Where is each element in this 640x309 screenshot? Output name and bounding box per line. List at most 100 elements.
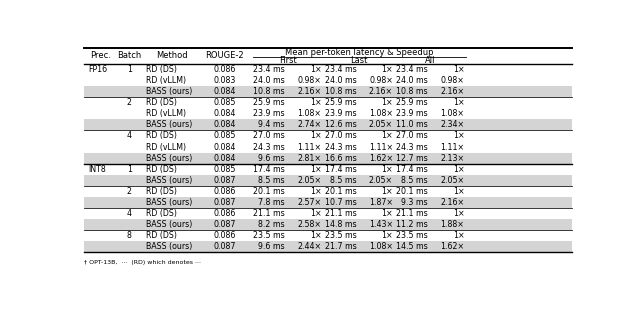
Text: 9.3 ms: 9.3 ms — [401, 198, 428, 207]
Text: 2.05×: 2.05× — [369, 121, 393, 129]
Text: 0.084: 0.084 — [214, 87, 236, 96]
Text: 24.0 ms: 24.0 ms — [253, 76, 285, 85]
Text: 1×: 1× — [452, 231, 465, 240]
Text: 0.086: 0.086 — [214, 231, 236, 240]
Text: 0.98×: 0.98× — [440, 76, 465, 85]
Text: BASS (ours): BASS (ours) — [147, 198, 193, 207]
Text: 17.4 ms: 17.4 ms — [396, 165, 428, 174]
Text: 4: 4 — [127, 209, 132, 218]
Text: 24.3 ms: 24.3 ms — [396, 142, 428, 152]
Text: 2.13×: 2.13× — [440, 154, 465, 163]
Text: 4: 4 — [127, 132, 132, 141]
Text: 1.43×: 1.43× — [369, 220, 393, 229]
Text: All: All — [426, 56, 436, 65]
Text: 7.8 ms: 7.8 ms — [258, 198, 285, 207]
Text: 1×: 1× — [310, 209, 321, 218]
Text: 27.0 ms: 27.0 ms — [253, 132, 285, 141]
Text: 0.98×: 0.98× — [369, 76, 393, 85]
Text: 23.5 ms: 23.5 ms — [324, 231, 356, 240]
Text: 14.8 ms: 14.8 ms — [324, 220, 356, 229]
Text: 25.9 ms: 25.9 ms — [396, 98, 428, 107]
Text: 14.5 ms: 14.5 ms — [396, 243, 428, 252]
Text: 1.62×: 1.62× — [369, 154, 393, 163]
Text: RD (DS): RD (DS) — [147, 98, 177, 107]
Text: 12.6 ms: 12.6 ms — [324, 121, 356, 129]
Text: 11.2 ms: 11.2 ms — [396, 220, 428, 229]
Text: 0.086: 0.086 — [214, 187, 236, 196]
Text: 1.62×: 1.62× — [440, 243, 465, 252]
Text: RD (DS): RD (DS) — [147, 231, 177, 240]
Text: 1×: 1× — [452, 65, 465, 74]
Text: 2.57×: 2.57× — [298, 198, 321, 207]
Text: 1.88×: 1.88× — [440, 220, 465, 229]
Text: BASS (ours): BASS (ours) — [147, 154, 193, 163]
Text: 23.9 ms: 23.9 ms — [253, 109, 285, 118]
Text: 1×: 1× — [310, 132, 321, 141]
Text: 0.98×: 0.98× — [298, 76, 321, 85]
Text: Last: Last — [351, 56, 368, 65]
Text: 0.085: 0.085 — [214, 98, 236, 107]
Text: 23.5 ms: 23.5 ms — [253, 231, 285, 240]
Text: RD (vLLM): RD (vLLM) — [147, 76, 186, 85]
Text: RD (vLLM): RD (vLLM) — [147, 142, 186, 152]
Text: BASS (ours): BASS (ours) — [147, 220, 193, 229]
Text: BASS (ours): BASS (ours) — [147, 121, 193, 129]
Bar — [84, 241, 572, 252]
Text: 1: 1 — [127, 165, 132, 174]
Text: 0.083: 0.083 — [214, 76, 236, 85]
Text: 20.1 ms: 20.1 ms — [324, 187, 356, 196]
Text: 1.87×: 1.87× — [369, 198, 393, 207]
Text: 0.087: 0.087 — [214, 198, 236, 207]
Text: 1.11×: 1.11× — [298, 142, 321, 152]
Text: 1×: 1× — [310, 65, 321, 74]
Text: 21.1 ms: 21.1 ms — [324, 209, 356, 218]
Text: 0.086: 0.086 — [214, 209, 236, 218]
Text: 8.5 ms: 8.5 ms — [330, 176, 356, 185]
Text: 2.81×: 2.81× — [298, 154, 321, 163]
Text: 1×: 1× — [381, 132, 393, 141]
Text: 9.4 ms: 9.4 ms — [258, 121, 285, 129]
Text: 0.087: 0.087 — [214, 176, 236, 185]
Text: 1.08×: 1.08× — [440, 109, 465, 118]
Text: 2.05×: 2.05× — [369, 176, 393, 185]
Text: RD (DS): RD (DS) — [147, 165, 177, 174]
Text: INT8: INT8 — [88, 165, 106, 174]
Text: 2.74×: 2.74× — [298, 121, 321, 129]
Text: 1×: 1× — [381, 187, 393, 196]
Text: 8.5 ms: 8.5 ms — [258, 176, 285, 185]
Text: 17.4 ms: 17.4 ms — [324, 165, 356, 174]
Text: 1.08×: 1.08× — [369, 243, 393, 252]
Text: † OPT-13B,  ···  (RD) which denotes ···: † OPT-13B, ··· (RD) which denotes ··· — [84, 260, 201, 265]
Text: 21.1 ms: 21.1 ms — [253, 209, 285, 218]
Text: 1×: 1× — [381, 231, 393, 240]
Text: 20.1 ms: 20.1 ms — [253, 187, 285, 196]
Text: Batch: Batch — [117, 51, 141, 60]
Text: 0.086: 0.086 — [214, 65, 236, 74]
Text: RD (vLLM): RD (vLLM) — [147, 109, 186, 118]
Text: Method: Method — [156, 51, 188, 60]
Text: 17.4 ms: 17.4 ms — [253, 165, 285, 174]
Text: RD (DS): RD (DS) — [147, 187, 177, 196]
Text: 11.0 ms: 11.0 ms — [396, 121, 428, 129]
Text: 23.9 ms: 23.9 ms — [324, 109, 356, 118]
Text: 8.5 ms: 8.5 ms — [401, 176, 428, 185]
Text: 0.087: 0.087 — [214, 220, 236, 229]
Text: 1.08×: 1.08× — [298, 109, 321, 118]
Text: 24.0 ms: 24.0 ms — [324, 76, 356, 85]
Text: 2.16×: 2.16× — [440, 198, 465, 207]
Text: 2.44×: 2.44× — [298, 243, 321, 252]
Text: 1×: 1× — [452, 132, 465, 141]
Text: RD (DS): RD (DS) — [147, 65, 177, 74]
Text: 24.0 ms: 24.0 ms — [396, 76, 428, 85]
Text: 1×: 1× — [381, 165, 393, 174]
Text: 23.9 ms: 23.9 ms — [396, 109, 428, 118]
Text: 2.16×: 2.16× — [369, 87, 393, 96]
Text: 2.05×: 2.05× — [440, 176, 465, 185]
Text: 1×: 1× — [452, 165, 465, 174]
Text: 10.8 ms: 10.8 ms — [253, 87, 285, 96]
Text: 24.3 ms: 24.3 ms — [253, 142, 285, 152]
Text: 27.0 ms: 27.0 ms — [324, 132, 356, 141]
Text: 1.11×: 1.11× — [369, 142, 393, 152]
Text: 20.1 ms: 20.1 ms — [396, 187, 428, 196]
Text: BASS (ours): BASS (ours) — [147, 87, 193, 96]
